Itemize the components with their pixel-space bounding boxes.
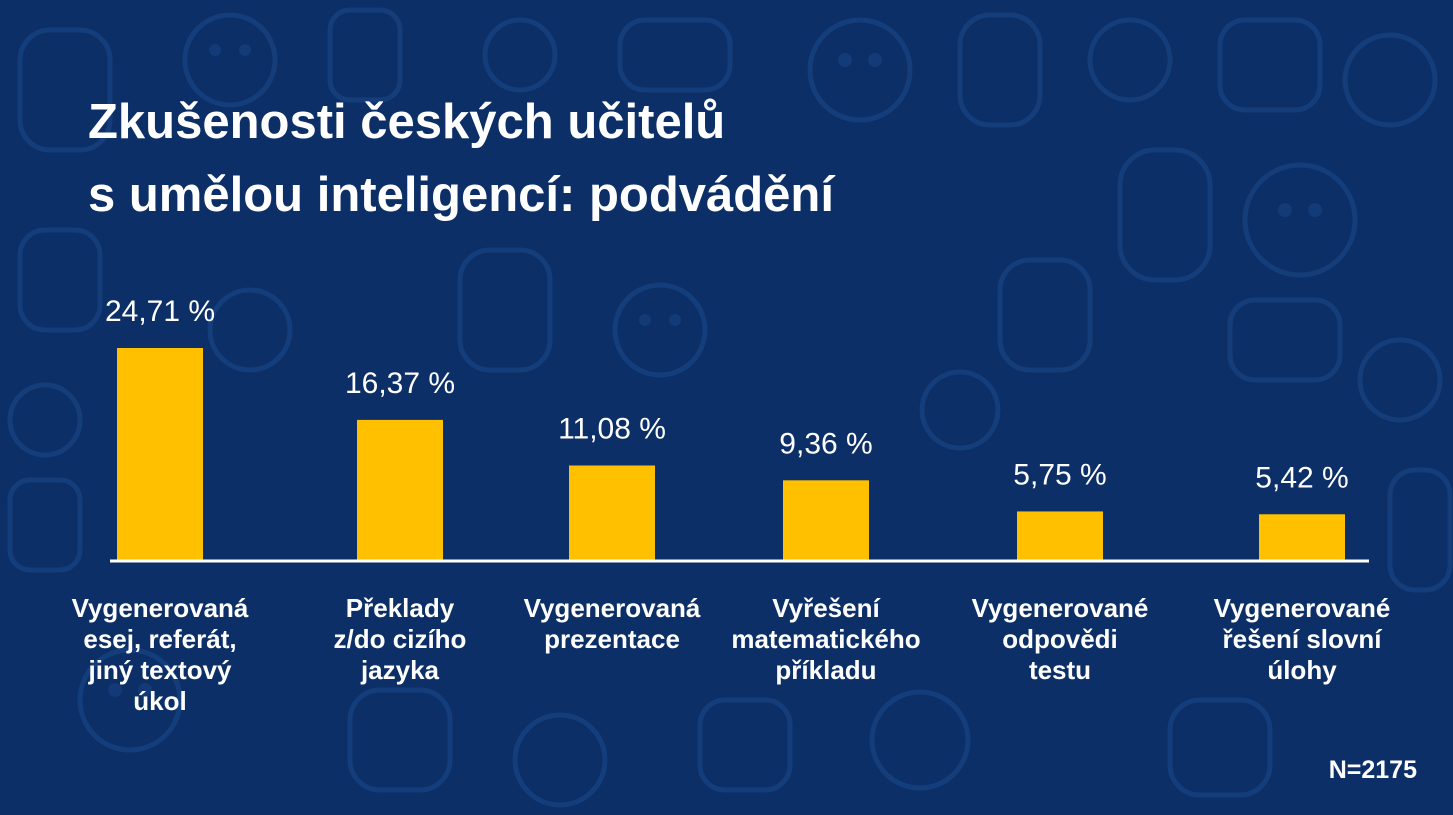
sample-size-note: N=2175: [1328, 756, 1417, 784]
category-label-1: Vygenerovaná esej, referát, jiný textový úk…: [72, 593, 249, 716]
value-label-4: 9,36 %: [779, 427, 872, 460]
category-label-1-line-1: Vygenerovaná: [72, 593, 249, 623]
category-label-4-line-3: příkladu: [775, 655, 876, 685]
value-label-2: 16,37 %: [345, 367, 455, 400]
category-label-1-line-3: jiný textový: [87, 655, 232, 685]
category-label-2-line-1: Překlady: [346, 593, 455, 623]
bar-3: [569, 465, 655, 561]
category-label-3-line-1: Vygenerovaná: [524, 593, 701, 623]
value-label-6: 5,42 %: [1255, 461, 1348, 494]
value-labels: 24,71 % 16,37 % 11,08 % 9,36 % 5,75 % 5,42 %: [105, 295, 1349, 494]
title-line-2: s umělou inteligencí: podvádění: [88, 168, 834, 222]
bar-2: [357, 419, 443, 561]
bar-6: [1259, 514, 1345, 561]
bar-series: [117, 348, 1345, 561]
value-label-5: 5,75 %: [1013, 458, 1106, 491]
page-title: Zkušenosti českých učitelů s umělou inte…: [88, 86, 1188, 232]
category-label-1-line-4: úkol: [133, 686, 186, 716]
bar-4: [783, 480, 869, 561]
category-label-1-line-2: esej, referát,: [83, 624, 236, 654]
category-label-5: Vygenerované odpovědi testu: [972, 593, 1149, 685]
bar-5: [1017, 511, 1103, 561]
category-label-5-line-1: Vygenerované: [972, 593, 1149, 623]
category-label-4: Vyřešení matematického příkladu: [731, 593, 920, 685]
category-label-6: Vygenerované řešení slovní úlohy: [1214, 593, 1391, 685]
value-label-1: 24,71 %: [105, 295, 215, 328]
category-label-2-line-2: z/do cizího: [334, 624, 467, 654]
category-label-3-line-2: prezentace: [544, 624, 680, 654]
category-label-6-line-1: Vygenerované: [1214, 593, 1391, 623]
category-label-6-line-2: řešení slovní: [1223, 624, 1383, 654]
category-label-6-line-3: úlohy: [1267, 655, 1337, 685]
title-line-1: Zkušenosti českých učitelů: [88, 95, 726, 149]
category-label-5-line-3: testu: [1029, 655, 1091, 685]
value-label-3: 11,08 %: [558, 412, 666, 445]
bar-1: [117, 348, 203, 561]
category-label-2: Překlady z/do cizího jazyka: [334, 593, 467, 685]
category-labels: Vygenerovaná esej, referát, jiný textový úk…: [72, 593, 1391, 716]
category-label-5-line-2: odpovědi: [1002, 624, 1118, 654]
category-label-4-line-1: Vyřešení: [772, 593, 880, 623]
category-label-4-line-2: matematického: [731, 624, 920, 654]
category-label-2-line-3: jazyka: [360, 655, 440, 685]
category-label-3: Vygenerovaná prezentace: [524, 593, 701, 654]
